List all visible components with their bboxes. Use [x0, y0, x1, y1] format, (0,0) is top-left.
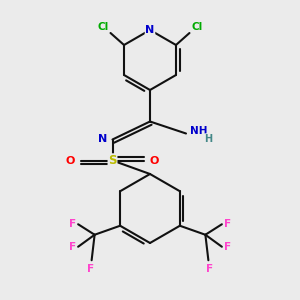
Text: NH: NH [190, 126, 207, 136]
Text: F: F [69, 219, 76, 229]
Text: S: S [108, 154, 117, 167]
Text: H: H [205, 134, 213, 144]
Text: O: O [150, 155, 159, 166]
Text: Cl: Cl [191, 22, 203, 32]
Text: F: F [87, 264, 94, 274]
Text: Cl: Cl [98, 22, 109, 32]
Text: F: F [69, 242, 76, 252]
Text: O: O [66, 155, 75, 166]
Text: F: F [224, 219, 231, 229]
Text: F: F [224, 242, 231, 252]
Text: N: N [146, 25, 154, 35]
Text: F: F [206, 264, 213, 274]
Text: N: N [98, 134, 107, 145]
